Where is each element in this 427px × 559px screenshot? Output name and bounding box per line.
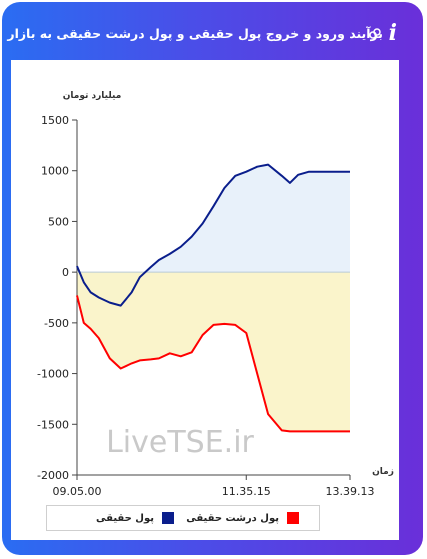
x-tick-label: 13.39.13 xyxy=(326,485,375,498)
link-icon[interactable] xyxy=(369,28,381,40)
series-area-2 xyxy=(77,272,350,432)
y-tick-label: 500 xyxy=(48,215,69,228)
widget-header: i برآیند ورود و خروج پول حقیقی و پول درش… xyxy=(2,2,423,62)
legend-item-series2[interactable]: پول درشت حقیقی xyxy=(186,510,299,526)
y-tick-label: 1500 xyxy=(41,114,69,127)
series-line-1 xyxy=(76,163,350,307)
legend-swatch-series2 xyxy=(287,512,299,524)
y-tick-label: -2000 xyxy=(37,469,69,482)
series-area-1 xyxy=(77,164,350,306)
y-axis-label: میلیارد تومان xyxy=(63,91,122,101)
x-tick-label: 09.05.00 xyxy=(53,485,102,498)
legend-label-series1: پول حقیقی xyxy=(96,512,154,524)
chart-title: برآیند ورود و خروج پول حقیقی و پول درشت … xyxy=(7,26,383,41)
legend-swatch-series1 xyxy=(162,512,174,524)
info-icon[interactable]: i xyxy=(388,20,397,46)
legend-label-series2: پول درشت حقیقی xyxy=(186,512,279,524)
x-tick-label: 11.35.15 xyxy=(222,485,271,498)
chart-legend: پول حقیقی پول درشت حقیقی xyxy=(46,505,320,531)
x-axis-label: زمان xyxy=(372,467,394,477)
y-tick-label: 0 xyxy=(62,266,69,279)
y-tick-label: -1500 xyxy=(37,418,69,431)
y-tick-label: 1000 xyxy=(41,165,69,178)
y-tick-label: -500 xyxy=(44,317,69,330)
y-tick-label: -1000 xyxy=(37,368,69,381)
watermark: LiveTSE.ir xyxy=(106,425,254,460)
series-line-2 xyxy=(76,295,350,433)
legend-item-series1[interactable]: پول حقیقی xyxy=(96,510,174,526)
